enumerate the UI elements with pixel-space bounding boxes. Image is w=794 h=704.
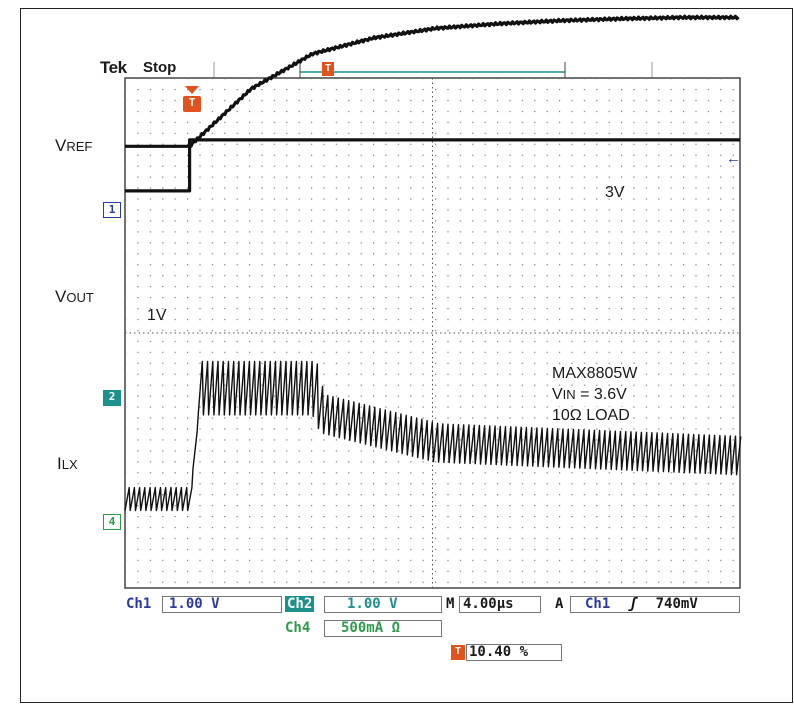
vref-main: V [55, 136, 67, 155]
trigger-mode-label: A [555, 596, 564, 612]
trigger-position-box: 10.40 % [466, 644, 562, 661]
ch1-marker-label: 1 [108, 203, 116, 216]
ilx-trace [124, 360, 742, 512]
vref-label: VREF [55, 136, 92, 156]
vref-trace [125, 138, 740, 193]
vout-end-label: 3V [605, 184, 625, 201]
ch4-scale-box: 500mA Ω [324, 620, 442, 637]
trigger-slope-icon: ʃ [628, 596, 638, 612]
vin-main: V [552, 386, 563, 403]
ilx-sub: LX [61, 457, 78, 472]
trigger-source: Ch1 [585, 596, 611, 612]
trigger-box: Ch1 ʃ 740mV [570, 596, 740, 613]
ch1-ground-marker: 1 [103, 202, 121, 218]
device-label: MAX8805W [552, 365, 638, 383]
record-length-bar [213, 62, 653, 78]
trigger-pointer-icon [185, 86, 199, 94]
acquisition-status: Stop [143, 59, 177, 76]
ch4-readout-label: Ch4 [285, 620, 311, 636]
ch2-ground-marker: 2 [103, 390, 121, 406]
trigger-position-marker: T [183, 96, 201, 112]
ch1-scale-box: 1.00 V [162, 596, 282, 613]
ch4-marker-label: 4 [108, 515, 116, 528]
vout-main: V [55, 287, 67, 306]
ch2-readout-label: Ch2 [285, 596, 315, 612]
vout-start-label: 1V [147, 307, 167, 324]
ch2-scale-box: 1.00 V [324, 596, 442, 613]
trigger-level: 740mV [655, 596, 698, 612]
load-label: 10Ω LOAD [552, 407, 630, 425]
ilx-main: I [57, 454, 62, 473]
figure-frame [20, 8, 793, 703]
ilx-label: ILX [57, 454, 78, 474]
vout-label: VOUT [55, 287, 94, 307]
trigger-position-icon: T [451, 645, 465, 660]
vin-value: = 3.6V [575, 386, 627, 403]
record-trigger-marker: T [322, 62, 334, 76]
brand-label: Tek [100, 58, 127, 77]
ch1-readout-label: Ch1 [126, 596, 152, 612]
time-scale-box: 4.00µs [459, 596, 541, 613]
trigger-glyph: T [188, 96, 196, 109]
vref-sub: REF [66, 139, 93, 154]
record-trigger-glyph: T [324, 63, 332, 74]
trigger-level-arrow-icon: ← [726, 150, 741, 167]
vout-trace [124, 14, 740, 148]
vin-label: VIN = 3.6V [552, 386, 627, 404]
ch4-ground-marker: 4 [103, 514, 121, 530]
vout-sub: OUT [66, 290, 94, 305]
grid-lines [125, 78, 740, 588]
trigger-position-glyph: T [454, 646, 462, 657]
ch2-marker-label: 2 [108, 390, 116, 403]
time-readout-label: M [446, 596, 455, 612]
vin-sub: IN [562, 387, 576, 402]
